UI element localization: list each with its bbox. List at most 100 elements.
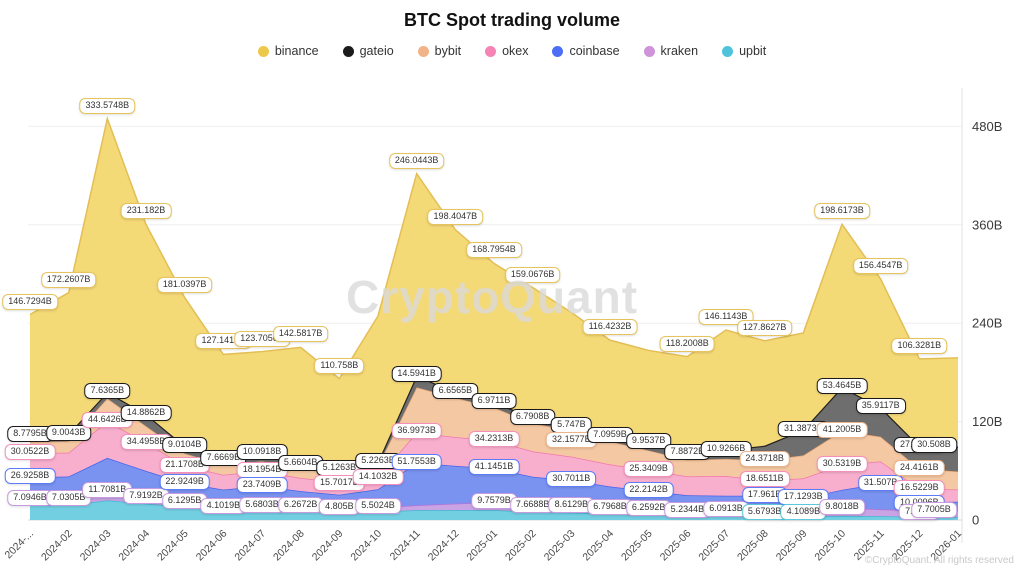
- series-line-binance: [29, 115, 959, 380]
- y-axis-label: 240B: [972, 316, 1002, 331]
- legend-label: okex: [502, 44, 529, 58]
- point-label-kraken: 9.8018B: [819, 498, 865, 515]
- coinbase-legend-dot-icon: [552, 45, 564, 57]
- point-label-kraken: 8.6129B: [548, 496, 595, 513]
- point-label-binance: 168.7954B: [466, 242, 522, 259]
- point-label-kraken: 6.2672B: [277, 496, 324, 513]
- bybit-legend-dot-icon: [417, 45, 429, 57]
- point-label-kraken: 5.5024B: [355, 498, 401, 515]
- x-axis-label: 2025-08: [735, 528, 771, 564]
- point-label-coinbase: 22.9249B: [159, 474, 210, 491]
- point-label-gateio: 6.6565B: [432, 383, 479, 400]
- legend-item-bybit[interactable]: bybit: [417, 44, 461, 58]
- point-label-gateio: 7.6365B: [84, 383, 131, 400]
- okex-legend-dot-icon: [485, 45, 497, 57]
- x-axis-label: 2025-07: [696, 528, 732, 564]
- point-label-gateio: 30.508B: [911, 437, 957, 454]
- point-label-binance: 231.182B: [120, 203, 172, 220]
- point-label-kraken: 7.7005B: [911, 501, 957, 518]
- x-axis-label: 2024-12: [426, 528, 462, 564]
- x-axis-label: 2025-03: [542, 528, 578, 564]
- point-label-coinbase: 23.7409B: [236, 477, 288, 494]
- point-label-gateio: 7.6669B: [200, 449, 247, 466]
- legend-label: binance: [274, 44, 319, 58]
- legend-item-okex[interactable]: okex: [485, 44, 528, 58]
- point-label-okex: 18.6511B: [739, 471, 790, 488]
- point-label-binance: 142.5817B: [272, 326, 329, 343]
- point-label-okex: 16.5229B: [894, 479, 945, 496]
- legend: binance gateio bybit okex coinbase kraken upbi…: [0, 44, 1024, 58]
- x-axis-label: 2025-01: [464, 528, 500, 564]
- legend-label: kraken: [660, 44, 699, 58]
- point-label-binance: 181.0397B: [156, 276, 213, 293]
- point-label-okex: 34.2313B: [468, 431, 520, 448]
- point-label-kraken: 6.7968B: [587, 498, 633, 515]
- point-label-binance: 159.0676B: [504, 266, 561, 283]
- x-axis-label: 2024-07: [232, 528, 268, 564]
- x-axis-label: 2024-02: [39, 528, 75, 564]
- legend-item-binance[interactable]: binance: [257, 44, 319, 58]
- point-label-binance: 146.7294B: [2, 293, 58, 310]
- x-axis-label: 2025-10: [812, 528, 848, 564]
- point-label-kraken: 4.805B: [319, 498, 360, 515]
- point-label-binance: 118.2008B: [659, 335, 715, 352]
- point-label-kraken: 4.1019B: [200, 497, 247, 514]
- point-label-gateio: 35.9117B: [855, 398, 906, 415]
- y-axis-label: 0: [972, 513, 979, 528]
- binance-legend-dot-icon: [257, 45, 269, 57]
- x-axis-label: 2024-...: [2, 528, 36, 562]
- point-label-gateio: 6.7908B: [509, 408, 556, 425]
- legend-label: coinbase: [569, 44, 620, 58]
- point-label-coinbase: 30.7011B: [546, 471, 597, 488]
- point-label-coinbase: 51.7553B: [391, 453, 442, 470]
- point-label-okex: 34.4958B: [120, 433, 172, 450]
- x-axis-label: 2024-08: [271, 528, 307, 564]
- point-label-okex: 36.9973B: [391, 423, 442, 440]
- point-label-coinbase: 22.2142B: [623, 481, 674, 498]
- point-label-gateio: 5.747B: [551, 416, 592, 433]
- x-axis-label: 2024-11: [388, 528, 423, 563]
- point-label-bybit: 24.4161B: [894, 459, 945, 476]
- point-label-binance: 127.8627B: [736, 319, 793, 336]
- point-label-bybit: 24.3718B: [739, 451, 790, 468]
- y-axis-label: 360B: [972, 217, 1002, 232]
- copyright-notice: ©CryptoQuant. All rights reserved: [864, 555, 1014, 566]
- point-label-binance: 246.0443B: [388, 152, 445, 169]
- legend-label: upbit: [739, 44, 767, 58]
- point-label-okex: 30.0522B: [4, 443, 56, 460]
- point-label-gateio: 9.0043B: [45, 424, 92, 441]
- point-label-gateio: 6.9711B: [471, 392, 517, 409]
- point-label-kraken: 6.2592B: [625, 500, 672, 517]
- point-label-okex: 25.3409B: [623, 461, 674, 478]
- point-label-gateio: 10.0918B: [236, 443, 288, 460]
- point-label-upbit: 4.1089B: [780, 504, 827, 520]
- point-label-gateio: 14.8862B: [120, 404, 172, 421]
- point-label-okex: 44.6426B: [82, 412, 133, 429]
- legend-item-kraken[interactable]: kraken: [643, 44, 699, 58]
- point-label-binance: 333.5748B: [79, 97, 136, 114]
- x-axis-label: 2024-09: [310, 528, 346, 564]
- x-axis-label: 2024-06: [194, 528, 230, 564]
- y-axis-label: 480B: [972, 119, 1002, 134]
- legend-item-gateio[interactable]: gateio: [342, 44, 394, 58]
- point-label-gateio: 9.9537B: [625, 433, 672, 450]
- x-axis-label: 2025-06: [658, 528, 694, 564]
- point-label-binance: 172.2607B: [40, 271, 97, 288]
- legend-item-coinbase[interactable]: coinbase: [552, 44, 620, 58]
- x-axis-label: 2024-10: [348, 528, 384, 564]
- legend-item-upbit[interactable]: upbit: [722, 44, 766, 58]
- point-label-coinbase: 26.9258B: [4, 468, 56, 485]
- point-label-gateio: 53.4645B: [816, 378, 868, 395]
- kraken-legend-dot-icon: [643, 45, 655, 57]
- gateio-legend-dot-icon: [342, 45, 354, 57]
- x-axis-label: 2025-05: [619, 528, 655, 564]
- point-label-okex: 14.1032B: [352, 468, 404, 485]
- x-axis-label: 2024-04: [116, 528, 152, 564]
- point-label-binance: 110.758B: [314, 357, 365, 374]
- point-label-okex: 30.5319B: [816, 455, 868, 472]
- point-label-binance: 116.4232B: [582, 319, 638, 336]
- y-axis-label: 120B: [972, 414, 1002, 429]
- x-axis-label: 2025-02: [503, 528, 539, 564]
- point-label-binance: 198.4047B: [427, 208, 484, 225]
